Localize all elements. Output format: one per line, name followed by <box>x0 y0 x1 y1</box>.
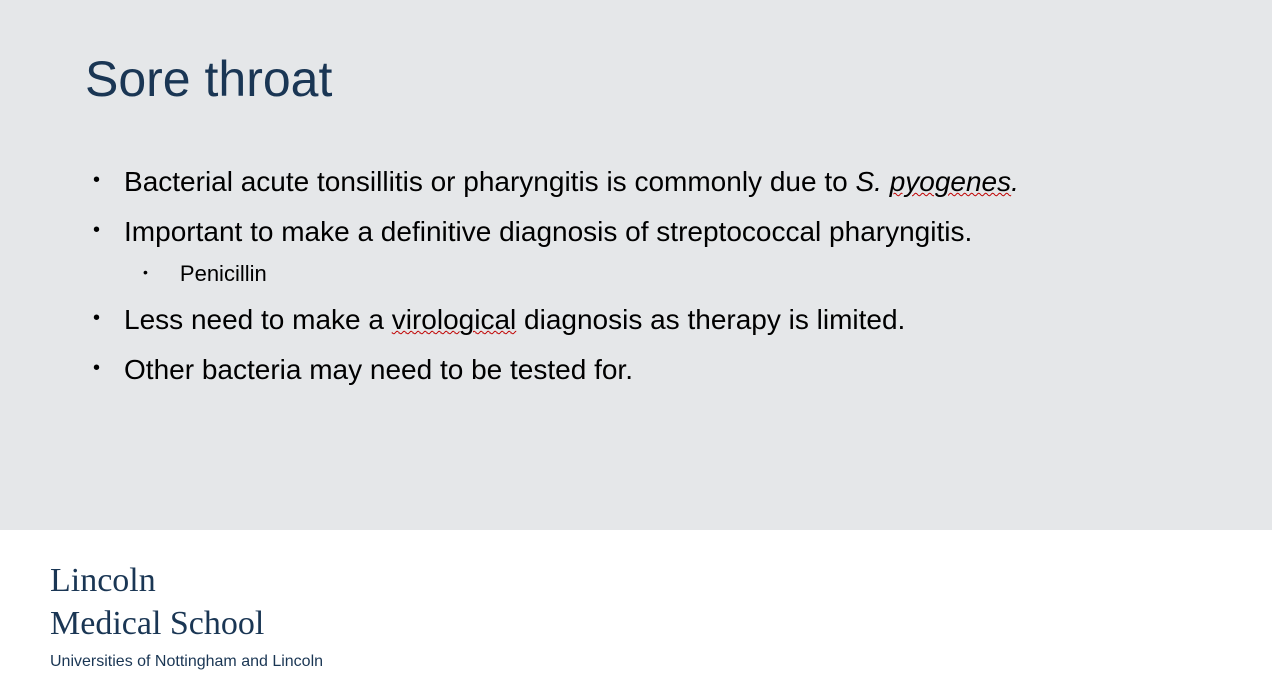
bullet-item: • Other bacteria may need to be tested f… <box>85 346 1187 394</box>
bullet-text: Bacterial acute tonsillitis or pharyngit… <box>124 158 1019 206</box>
bullet-marker: • <box>93 296 100 340</box>
bullet-marker: • <box>93 346 100 390</box>
bullet-text: Other bacteria may need to be tested for… <box>124 346 633 394</box>
sub-bullet-text: Penicillin <box>180 257 267 290</box>
slide-footer: Lincoln Medical School Universities of N… <box>0 530 1272 680</box>
footer-logo-line1: Lincoln <box>50 560 1272 603</box>
bullet-item: • Bacterial acute tonsillitis or pharyng… <box>85 158 1187 206</box>
bullet-marker: • <box>93 208 100 252</box>
sub-bullet-marker: • <box>143 257 148 288</box>
slide-title: Sore throat <box>85 50 1187 108</box>
bullet-item: • Important to make a definitive diagnos… <box>85 208 1187 256</box>
bullet-text: Less need to make a virological diagnosi… <box>124 296 905 344</box>
bullet-text: Important to make a definitive diagnosis… <box>124 208 972 256</box>
footer-subtitle: Universities of Nottingham and Lincoln <box>50 653 1272 671</box>
footer-logo-line2: Medical School <box>50 603 1272 646</box>
sub-bullet-item: • Penicillin <box>143 257 1187 290</box>
bullet-list: • Bacterial acute tonsillitis or pharyng… <box>85 158 1187 393</box>
slide-content-area: Sore throat • Bacterial acute tonsilliti… <box>0 0 1272 530</box>
bullet-item: • Less need to make a virological diagno… <box>85 296 1187 344</box>
bullet-marker: • <box>93 158 100 202</box>
